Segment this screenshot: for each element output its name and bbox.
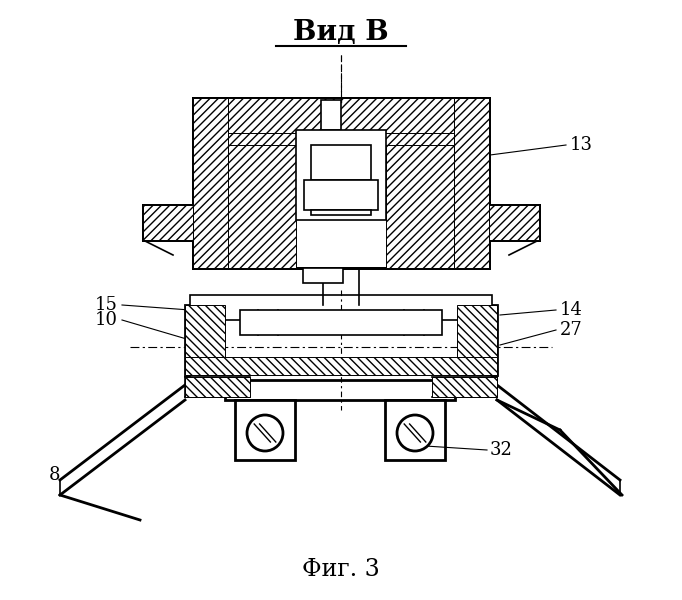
Bar — [311, 210, 371, 215]
Bar — [193, 98, 489, 268]
Text: 14: 14 — [560, 301, 583, 319]
Bar — [185, 357, 497, 375]
Text: 15: 15 — [95, 296, 118, 314]
Bar — [190, 370, 492, 387]
Text: 8: 8 — [48, 466, 60, 484]
Bar — [311, 145, 371, 180]
Bar — [303, 268, 343, 283]
Bar — [321, 100, 341, 130]
Bar — [190, 295, 492, 320]
Bar — [386, 145, 454, 268]
Text: 10: 10 — [95, 311, 118, 329]
Text: Вид В: Вид В — [293, 19, 389, 46]
Bar — [228, 145, 296, 268]
Bar — [296, 130, 386, 220]
Bar — [385, 400, 445, 460]
Bar — [454, 98, 489, 268]
Text: 27: 27 — [560, 321, 582, 339]
Bar — [185, 305, 225, 375]
Bar — [235, 400, 295, 460]
Bar — [185, 377, 250, 397]
Text: 13: 13 — [570, 136, 593, 154]
Circle shape — [397, 415, 433, 451]
Text: 32: 32 — [490, 441, 513, 459]
Bar — [489, 205, 539, 240]
Bar — [185, 305, 497, 375]
Bar — [457, 305, 497, 375]
Bar — [228, 133, 454, 145]
Bar — [143, 205, 193, 240]
Bar — [240, 310, 442, 335]
Bar — [225, 380, 455, 400]
Circle shape — [247, 415, 283, 451]
Text: Фиг. 3: Фиг. 3 — [302, 559, 380, 581]
Bar — [432, 377, 497, 397]
Bar — [193, 98, 489, 133]
Bar — [304, 180, 378, 210]
Bar — [193, 98, 228, 268]
